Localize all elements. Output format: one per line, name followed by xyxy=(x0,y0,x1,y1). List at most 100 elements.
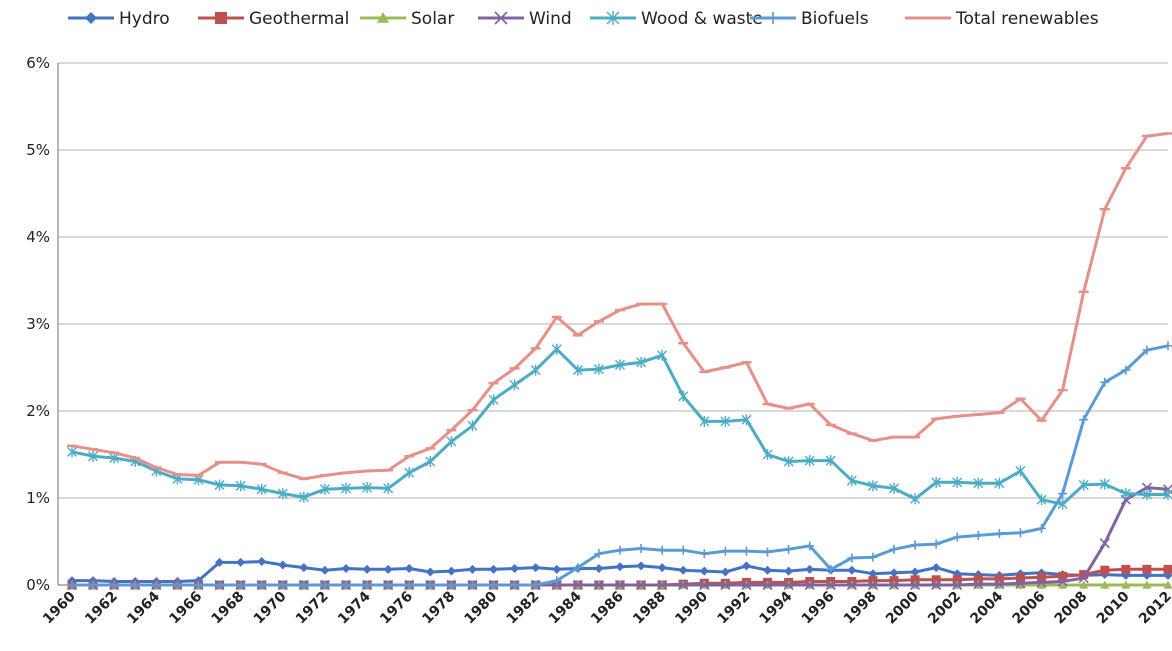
data-point-hydro xyxy=(889,568,899,578)
data-point-hydro xyxy=(489,564,499,574)
data-point-wood-waste xyxy=(530,364,541,376)
y-tick-label: 2% xyxy=(26,402,50,420)
data-point-hydro xyxy=(741,561,751,571)
legend-marker xyxy=(377,12,389,23)
data-point-wood-waste xyxy=(1036,494,1047,506)
data-point-biofuels xyxy=(889,544,899,554)
data-point-biofuels xyxy=(952,532,962,542)
data-point-biofuels xyxy=(1142,345,1152,355)
data-point-wind xyxy=(614,579,626,591)
data-point-hydro xyxy=(236,557,246,567)
legend-item-geothermal: Geothermal xyxy=(198,9,349,29)
data-point-wood-waste xyxy=(362,482,373,494)
y-tick-label: 4% xyxy=(26,228,50,246)
data-point-hydro xyxy=(404,563,414,573)
data-point-wood-waste xyxy=(572,364,583,376)
data-point-wind xyxy=(846,579,857,591)
x-tick-label: 2010 xyxy=(1094,588,1133,627)
data-point-geothermal xyxy=(973,574,983,584)
data-point-wood-waste xyxy=(741,414,752,426)
data-point-wood-waste xyxy=(88,450,99,462)
data-point-wood-waste xyxy=(910,493,921,505)
legend-item-total-renewables: Total renewables xyxy=(905,9,1099,29)
data-point-biofuels xyxy=(741,546,751,556)
data-point-hydro xyxy=(383,564,393,574)
data-point-hydro xyxy=(531,563,541,573)
data-point-wind xyxy=(783,579,794,591)
data-point-geothermal xyxy=(910,575,920,585)
x-tick-label: 1972 xyxy=(293,589,332,628)
data-point-wood-waste xyxy=(804,455,815,467)
data-point-wood-waste xyxy=(720,415,731,427)
data-point-wood-waste xyxy=(699,415,710,427)
data-point-biofuels xyxy=(1100,377,1110,387)
data-point-hydro xyxy=(467,564,477,574)
x-tick-label: 2004 xyxy=(967,588,1006,627)
legend-item-biofuels: Biofuels xyxy=(750,9,869,29)
data-point-geothermal xyxy=(1142,564,1152,574)
legend: Hydro Geothermal Solar Wind Wood & waste Biof… xyxy=(68,9,1099,29)
legend-label: Total renewables xyxy=(955,9,1099,29)
y-tick-label: 1% xyxy=(26,489,50,507)
data-point-wood-waste xyxy=(488,394,499,406)
data-point-wind xyxy=(1036,577,1047,588)
x-tick-label: 1986 xyxy=(588,589,627,628)
data-point-wind xyxy=(1078,572,1089,584)
x-tick-label: 1976 xyxy=(377,589,416,628)
data-point-biofuels xyxy=(489,580,499,590)
series-wood-waste xyxy=(67,343,1172,510)
x-tick-label: 1960 xyxy=(40,588,79,627)
data-point-biofuels xyxy=(1037,523,1047,533)
data-point-biofuels xyxy=(720,546,730,556)
data-point-hydro xyxy=(299,563,309,573)
data-point-wind xyxy=(636,579,647,591)
data-point-wind xyxy=(678,579,689,591)
data-point-geothermal xyxy=(1079,570,1089,580)
legend-marker xyxy=(215,12,227,24)
data-point-wind xyxy=(952,579,963,591)
legend-label: Solar xyxy=(411,9,454,29)
data-point-biofuels xyxy=(1121,365,1131,375)
data-point-biofuels xyxy=(383,580,393,590)
data-point-wind xyxy=(1057,576,1068,587)
x-tick-label: 1990 xyxy=(672,588,711,627)
gridlines xyxy=(58,62,1168,499)
data-point-biofuels xyxy=(678,545,688,555)
data-point-wood-waste xyxy=(825,455,836,467)
data-point-hydro xyxy=(594,563,604,573)
data-point-wind xyxy=(910,579,921,591)
data-point-wind xyxy=(867,579,878,591)
data-point-wood-waste xyxy=(1099,478,1110,490)
data-point-wind xyxy=(994,579,1005,590)
data-point-wood-waste xyxy=(551,343,562,355)
data-point-hydro xyxy=(552,564,562,574)
x-tick-label: 1982 xyxy=(504,589,543,628)
x-tick-label: 2008 xyxy=(1052,589,1091,628)
data-point-geothermal xyxy=(994,574,1004,584)
data-point-biofuels xyxy=(826,564,836,574)
legend-marker xyxy=(606,11,620,25)
data-point-biofuels xyxy=(362,580,372,590)
x-tick-label: 1994 xyxy=(757,588,796,627)
series-biofuels xyxy=(67,341,1172,590)
data-point-geothermal xyxy=(1015,573,1025,583)
x-tick-label: 1988 xyxy=(630,589,669,628)
data-point-biofuels xyxy=(931,539,941,549)
data-point-wood-waste xyxy=(636,356,647,368)
data-point-biofuels xyxy=(847,553,857,563)
data-point-biofuels xyxy=(446,580,456,590)
data-point-wood-waste xyxy=(889,482,899,494)
data-point-biofuels xyxy=(151,580,161,590)
series-line-total-renewables xyxy=(71,132,1169,481)
x-tick-label: 1984 xyxy=(546,588,585,627)
data-point-biofuels xyxy=(67,580,77,590)
data-point-wood-waste xyxy=(931,476,942,488)
data-point-wind xyxy=(1099,538,1110,549)
y-tick-label: 5% xyxy=(26,141,50,159)
data-point-hydro xyxy=(446,566,456,576)
data-point-biofuels xyxy=(109,580,119,590)
data-point-hydro xyxy=(320,565,330,575)
data-point-hydro xyxy=(425,567,435,577)
data-point-wood-waste xyxy=(952,476,963,488)
